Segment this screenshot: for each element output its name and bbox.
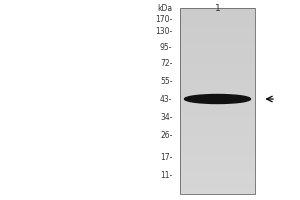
Text: 17-: 17- [160,154,172,162]
Text: 130-: 130- [155,27,172,36]
Bar [180,8,255,194]
Text: 26-: 26- [160,130,172,140]
Text: 72-: 72- [160,58,172,68]
Text: 170-: 170- [155,16,172,24]
Ellipse shape [184,95,250,104]
Text: 1: 1 [214,4,220,13]
Text: 95-: 95- [160,43,172,51]
Text: 34-: 34- [160,112,172,121]
Text: kDa: kDa [158,4,172,13]
Text: 55-: 55- [160,76,172,86]
Text: 43-: 43- [160,95,172,104]
Text: 11-: 11- [160,170,172,180]
